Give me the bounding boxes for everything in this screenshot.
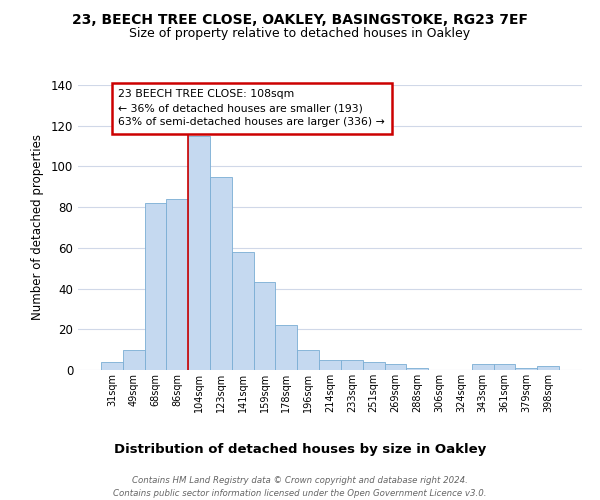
Bar [363,362,385,370]
Bar [406,368,428,370]
Text: Size of property relative to detached houses in Oakley: Size of property relative to detached ho… [130,28,470,40]
Y-axis label: Number of detached properties: Number of detached properties [31,134,44,320]
Bar [297,350,319,370]
Text: 23 BEECH TREE CLOSE: 108sqm
← 36% of detached houses are smaller (193)
63% of se: 23 BEECH TREE CLOSE: 108sqm ← 36% of det… [118,89,385,127]
Bar [145,203,166,370]
Bar [123,350,145,370]
Bar [494,364,515,370]
Bar [210,176,232,370]
Bar [254,282,275,370]
Bar [515,368,537,370]
Text: 23, BEECH TREE CLOSE, OAKLEY, BASINGSTOKE, RG23 7EF: 23, BEECH TREE CLOSE, OAKLEY, BASINGSTOK… [72,12,528,26]
Text: Distribution of detached houses by size in Oakley: Distribution of detached houses by size … [114,442,486,456]
Bar [341,360,363,370]
Bar [537,366,559,370]
Bar [232,252,254,370]
Bar [319,360,341,370]
Bar [166,199,188,370]
Bar [385,364,406,370]
Bar [275,325,297,370]
Bar [188,136,210,370]
Text: Contains public sector information licensed under the Open Government Licence v3: Contains public sector information licen… [113,489,487,498]
Text: Contains HM Land Registry data © Crown copyright and database right 2024.: Contains HM Land Registry data © Crown c… [132,476,468,485]
Bar [472,364,494,370]
Bar [101,362,123,370]
